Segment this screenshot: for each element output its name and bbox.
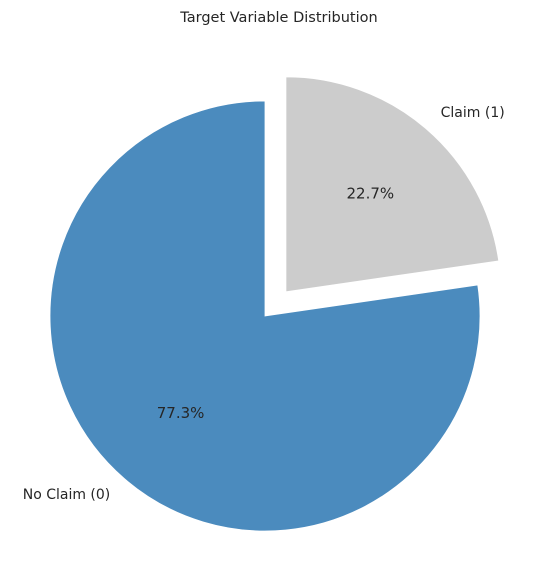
slice-label-no-claim: No Claim (0) — [23, 487, 111, 503]
pie-slice-claim — [285, 76, 500, 293]
chart-title: Target Variable Distribution — [179, 10, 377, 26]
pie-slice-no-claim — [49, 100, 481, 532]
pie-slices — [49, 76, 500, 532]
pie-labels: Claim (1) 22.7% No Claim (0) 77.3% — [23, 105, 505, 503]
percent-label-no-claim: 77.3% — [157, 404, 205, 422]
slice-label-claim: Claim (1) — [441, 105, 505, 121]
percent-label-claim: 22.7% — [347, 185, 395, 203]
